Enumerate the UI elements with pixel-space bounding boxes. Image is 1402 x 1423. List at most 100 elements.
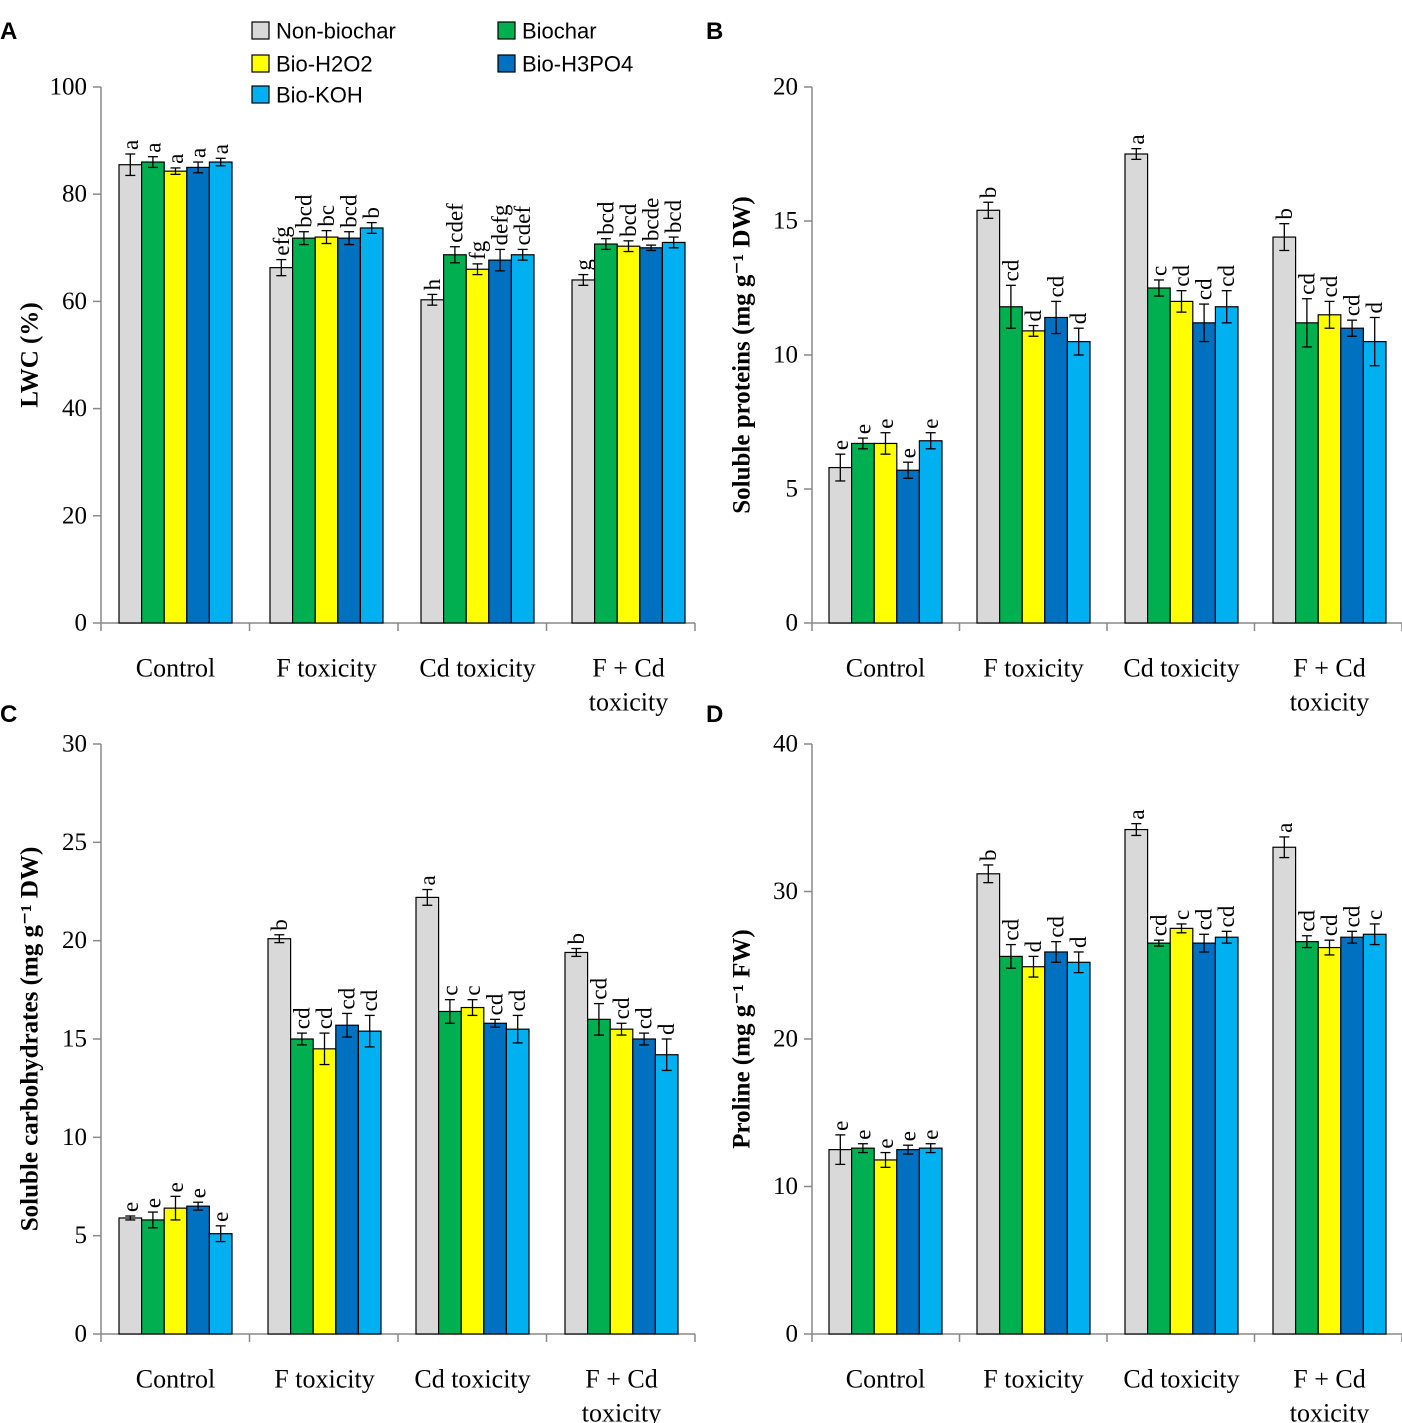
bar (586, 1018, 611, 1335)
x-tick-label: F toxicity (983, 1365, 1083, 1394)
x-tick-label: Cd toxicity (1123, 654, 1239, 683)
y-axis-label: Proline (mg g⁻¹ FW) (729, 929, 756, 1149)
bar (896, 469, 920, 624)
chart-panel-d: D 0 10 20 30 40 Proline (mg g⁻¹ FW) Control F to… (706, 701, 1402, 1423)
bar (1294, 941, 1319, 1335)
significance-letter: a (1124, 809, 1149, 819)
bar (415, 896, 440, 1335)
y-tick-label: 20 (773, 1026, 798, 1053)
significance-letter: cd (1214, 905, 1239, 927)
bar (593, 243, 618, 624)
x-tick-label: F + Cd (585, 1365, 657, 1394)
significance-letter: e (163, 1182, 188, 1192)
bar (1362, 933, 1387, 1335)
significance-letter: b (267, 919, 292, 931)
bar (420, 299, 445, 624)
y-tick-label: 10 (773, 342, 798, 369)
bar (1214, 306, 1239, 624)
significance-letter: bcd (616, 203, 641, 237)
significance-letter: b (359, 207, 384, 219)
bar (976, 873, 1001, 1335)
significance-letter: c (1146, 266, 1171, 276)
bar (208, 1233, 233, 1335)
bar (654, 1054, 679, 1335)
bar (186, 1205, 211, 1335)
bar (1044, 316, 1069, 624)
bar (335, 1024, 359, 1335)
significance-letter: cd (998, 259, 1023, 281)
significance-letter: d (1021, 940, 1046, 952)
significance-letter: c (1362, 910, 1387, 920)
y-tick-label: 20 (62, 927, 87, 954)
significance-letter: cd (632, 1007, 657, 1029)
y-tick-label: 10 (773, 1173, 798, 1200)
bar (609, 1028, 634, 1335)
bar (639, 247, 663, 624)
significance-letter: e (896, 1131, 921, 1141)
legend: Non-biochar Biochar Bio-H2O2 Bio-H3PO4 Bio-K… (251, 19, 633, 108)
x-tick-label: Control (846, 654, 925, 683)
bar (873, 442, 898, 624)
bar (1214, 936, 1239, 1335)
significance-letter: a (415, 875, 440, 885)
bar (186, 166, 211, 624)
legend-swatch (251, 85, 270, 104)
significance-letter: a (163, 154, 188, 164)
bar (118, 1217, 143, 1335)
significance-letter: cd (312, 1007, 337, 1029)
y-tick-label: 80 (62, 181, 87, 208)
bar (292, 237, 316, 624)
y-tick-label: 20 (62, 502, 87, 529)
significance-letter: a (1272, 823, 1297, 833)
y-tick-label: 30 (773, 878, 798, 905)
legend-label: Bio-H2O2 (276, 52, 373, 77)
significance-letter: bcd (291, 194, 316, 228)
significance-letter: efg (269, 226, 294, 256)
significance-letter: e (873, 419, 898, 429)
bar (616, 245, 641, 624)
significance-letter: a (208, 144, 233, 154)
y-tick-label: 15 (773, 208, 798, 235)
bar (357, 1030, 382, 1335)
significance-letter: e (186, 1188, 211, 1198)
legend-label: Bio-H3PO4 (522, 52, 633, 77)
significance-letter: a (186, 148, 211, 158)
bar (1272, 846, 1297, 1335)
legend-swatch (497, 21, 516, 40)
significance-letter: cd (1044, 915, 1069, 937)
y-axis-label: Soluble proteins (mg g⁻¹ DW) (729, 196, 756, 513)
significance-letter: a (118, 140, 143, 150)
bar (1124, 828, 1149, 1335)
x-tick-label: toxicity (582, 1399, 661, 1423)
y-tick-label: 5 (75, 1222, 88, 1249)
significance-letter: e (896, 448, 921, 458)
significance-letter: bc (314, 205, 339, 227)
significance-letter: cd (1169, 264, 1194, 286)
bar (1146, 942, 1171, 1335)
bar (465, 268, 490, 624)
significance-letter: cd (1340, 905, 1365, 927)
y-axis-label: LWC (%) (17, 302, 44, 407)
y-tick-label: 40 (62, 395, 87, 422)
significance-letter: cd (357, 989, 382, 1011)
legend-item: Biochar (497, 19, 597, 44)
y-tick-label: 0 (75, 1321, 88, 1348)
chart-panel-b: B 0 5 10 15 20 Soluble proteins (mg g⁻¹ DW) Con… (706, 18, 1402, 717)
y-tick-label: 20 (773, 74, 798, 101)
bar (828, 466, 853, 624)
significance-letter: cd (1317, 275, 1342, 297)
bar (1340, 327, 1365, 624)
significance-letter: d (654, 1023, 679, 1035)
significance-letter: cd (586, 977, 611, 999)
bar (460, 1006, 485, 1335)
significance-letter: d (1362, 301, 1387, 313)
bar (564, 951, 589, 1335)
significance-letter: c (437, 985, 462, 995)
bar (896, 1149, 920, 1335)
significance-letter: e (873, 1138, 898, 1148)
x-tick-label: toxicity (589, 688, 668, 717)
bar (1192, 322, 1217, 624)
significance-letter: bcd (337, 194, 362, 228)
significance-letter: e (918, 1130, 943, 1140)
bar (290, 1038, 314, 1335)
